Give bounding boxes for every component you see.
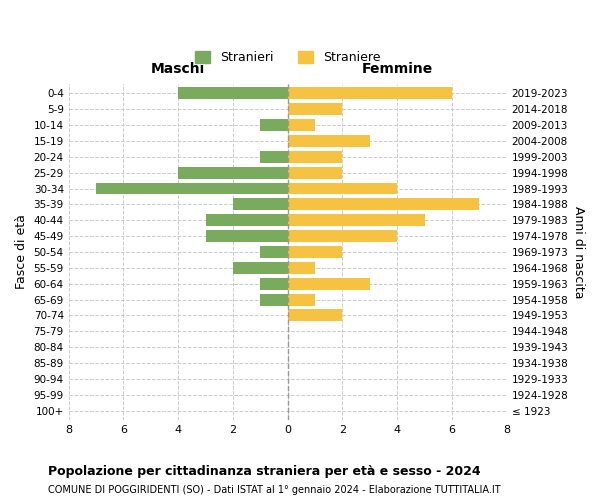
Bar [287, 214, 425, 226]
Bar [178, 166, 287, 178]
Bar [260, 246, 287, 258]
Bar [206, 214, 287, 226]
Bar [287, 103, 343, 115]
Bar [96, 182, 287, 194]
Bar [260, 119, 287, 131]
Bar [287, 310, 343, 322]
Text: Maschi: Maschi [151, 62, 205, 76]
Bar [287, 294, 315, 306]
Bar [260, 151, 287, 162]
Bar [287, 262, 315, 274]
Bar [233, 198, 287, 210]
Text: Popolazione per cittadinanza straniera per età e sesso - 2024: Popolazione per cittadinanza straniera p… [48, 465, 481, 478]
Text: COMUNE DI POGGIRIDENTI (SO) - Dati ISTAT al 1° gennaio 2024 - Elaborazione TUTTI: COMUNE DI POGGIRIDENTI (SO) - Dati ISTAT… [48, 485, 500, 495]
Legend: Stranieri, Straniere: Stranieri, Straniere [190, 46, 386, 70]
Bar [260, 278, 287, 289]
Bar [287, 88, 452, 100]
Bar [287, 135, 370, 147]
Bar [287, 166, 343, 178]
Bar [287, 230, 397, 242]
Y-axis label: Anni di nascita: Anni di nascita [572, 206, 585, 298]
Bar [260, 294, 287, 306]
Bar [287, 119, 315, 131]
Text: Femmine: Femmine [362, 62, 433, 76]
Bar [287, 151, 343, 162]
Bar [287, 246, 343, 258]
Bar [287, 278, 370, 289]
Bar [233, 262, 287, 274]
Bar [287, 198, 479, 210]
Y-axis label: Fasce di età: Fasce di età [15, 214, 28, 290]
Bar [206, 230, 287, 242]
Bar [287, 182, 397, 194]
Bar [178, 88, 287, 100]
